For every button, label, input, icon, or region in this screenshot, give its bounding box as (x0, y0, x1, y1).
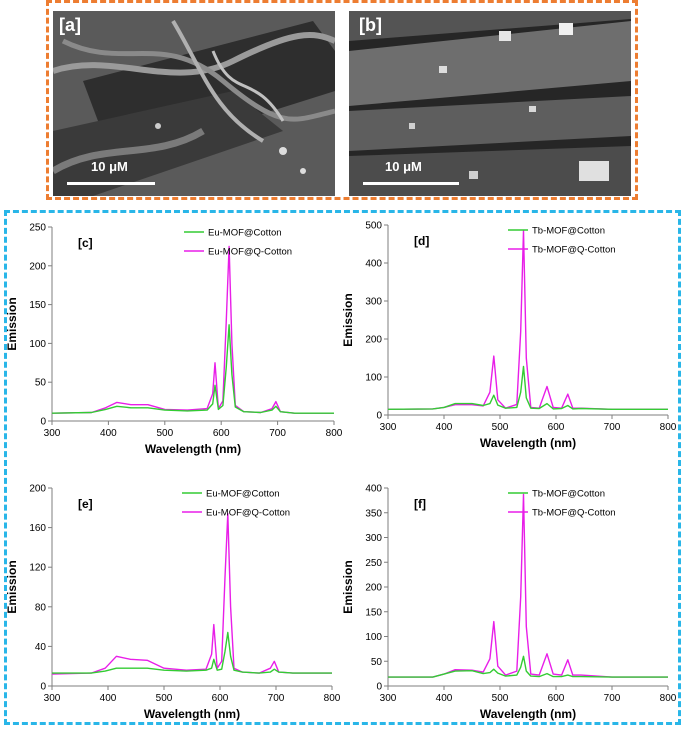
sem-scale-label-a: 10 μM (91, 159, 128, 174)
y-tick-label: 100 (365, 632, 382, 643)
y-tick-label: 0 (376, 411, 382, 422)
x-axis-label: Wavelength (nm) (145, 442, 241, 456)
sem-image-b: [b] 10 μM (349, 11, 631, 196)
x-tick-label: 500 (156, 428, 173, 439)
sem-texture-b (349, 11, 631, 196)
legend-label-1: Eu-MOF@Cotton (206, 489, 280, 500)
x-tick-label: 400 (100, 693, 117, 704)
legend-label-2: Tb-MOF@Q-Cotton (532, 508, 616, 519)
y-tick-label: 350 (365, 508, 382, 519)
sem-scale-label-b: 10 μM (385, 159, 422, 174)
y-axis-label: Emission (5, 560, 19, 613)
y-tick-label: 120 (29, 563, 46, 574)
y-axis-label: Emission (341, 560, 355, 613)
y-tick-label: 0 (376, 682, 382, 693)
series-line-2 (51, 245, 334, 414)
y-tick-label: 400 (365, 484, 382, 495)
x-tick-label: 400 (436, 422, 453, 433)
x-tick-label: 700 (604, 422, 621, 433)
x-axis-label: Wavelength (nm) (480, 707, 576, 721)
y-tick-label: 250 (365, 558, 382, 569)
series-line-1 (388, 655, 668, 678)
x-tick-label: 800 (326, 428, 343, 439)
legend-label-2: Eu-MOF@Q-Cotton (206, 508, 290, 519)
chart-panel-tag: [c] (78, 236, 93, 250)
chart-panel-tag: [f] (414, 497, 426, 511)
y-tick-label: 400 (365, 259, 382, 270)
sem-scale-bar-a (67, 182, 155, 185)
y-tick-label: 160 (29, 523, 46, 534)
y-tick-label: 100 (365, 373, 382, 384)
y-tick-label: 300 (365, 533, 382, 544)
sem-panel-tag-a: [a] (59, 15, 81, 35)
sem-scale-bar-b (363, 182, 459, 185)
x-tick-label: 300 (380, 422, 397, 433)
y-axis-label: Emission (5, 297, 19, 350)
y-tick-label: 100 (29, 339, 46, 350)
x-tick-label: 800 (660, 693, 677, 704)
chart-panel-tag: [e] (78, 497, 93, 511)
series-line-2 (51, 513, 332, 675)
x-tick-label: 800 (324, 693, 341, 704)
x-tick-label: 700 (269, 428, 286, 439)
sem-panel-tag-b: [b] (359, 15, 382, 35)
x-tick-label: 700 (604, 693, 621, 704)
emission-charts-frame (4, 210, 681, 725)
x-axis-label: Wavelength (nm) (144, 707, 240, 721)
series-line-1 (387, 365, 668, 410)
x-tick-label: 500 (492, 422, 509, 433)
sem-texture-a (53, 11, 335, 196)
x-tick-label: 600 (213, 428, 230, 439)
x-tick-label: 300 (44, 693, 61, 704)
y-tick-label: 40 (35, 642, 47, 653)
y-tick-label: 0 (40, 417, 46, 428)
legend-label-1: Tb-MOF@Cotton (532, 489, 605, 500)
y-axis-label: Emission (341, 293, 355, 346)
series-line-2 (388, 493, 668, 678)
x-tick-label: 300 (380, 693, 397, 704)
y-tick-label: 80 (35, 602, 47, 613)
x-tick-label: 600 (548, 422, 565, 433)
x-tick-label: 400 (100, 428, 117, 439)
series-line-1 (52, 631, 332, 674)
x-tick-label: 300 (44, 428, 61, 439)
x-tick-label: 500 (156, 693, 173, 704)
x-tick-label: 700 (268, 693, 285, 704)
legend-label-1: Eu-MOF@Cotton (208, 228, 282, 239)
sem-images-frame: [a] 10 μM [b] 10 μM (46, 0, 638, 200)
legend-label-2: Eu-MOF@Q-Cotton (208, 247, 292, 258)
y-tick-label: 200 (365, 583, 382, 594)
y-tick-label: 200 (365, 335, 382, 346)
x-tick-label: 600 (212, 693, 229, 704)
y-tick-label: 150 (29, 300, 46, 311)
y-tick-label: 150 (365, 607, 382, 618)
chart-panel-tag: [d] (414, 234, 429, 248)
legend-label-1: Tb-MOF@Cotton (532, 226, 605, 237)
x-tick-label: 600 (548, 693, 565, 704)
y-tick-label: 50 (35, 378, 47, 389)
y-tick-label: 200 (29, 261, 46, 272)
series-line-2 (387, 229, 668, 410)
y-tick-label: 500 (365, 221, 382, 232)
series-line-1 (51, 324, 334, 414)
x-axis-label: Wavelength (nm) (480, 436, 576, 450)
x-tick-label: 500 (492, 693, 509, 704)
y-tick-label: 250 (29, 223, 46, 234)
y-tick-label: 200 (29, 484, 46, 495)
y-tick-label: 50 (371, 657, 383, 668)
sem-image-a: [a] 10 μM (53, 11, 335, 196)
x-tick-label: 800 (660, 422, 677, 433)
x-tick-label: 400 (436, 693, 453, 704)
y-tick-label: 300 (365, 297, 382, 308)
y-tick-label: 0 (40, 682, 46, 693)
legend-label-2: Tb-MOF@Q-Cotton (532, 245, 616, 256)
